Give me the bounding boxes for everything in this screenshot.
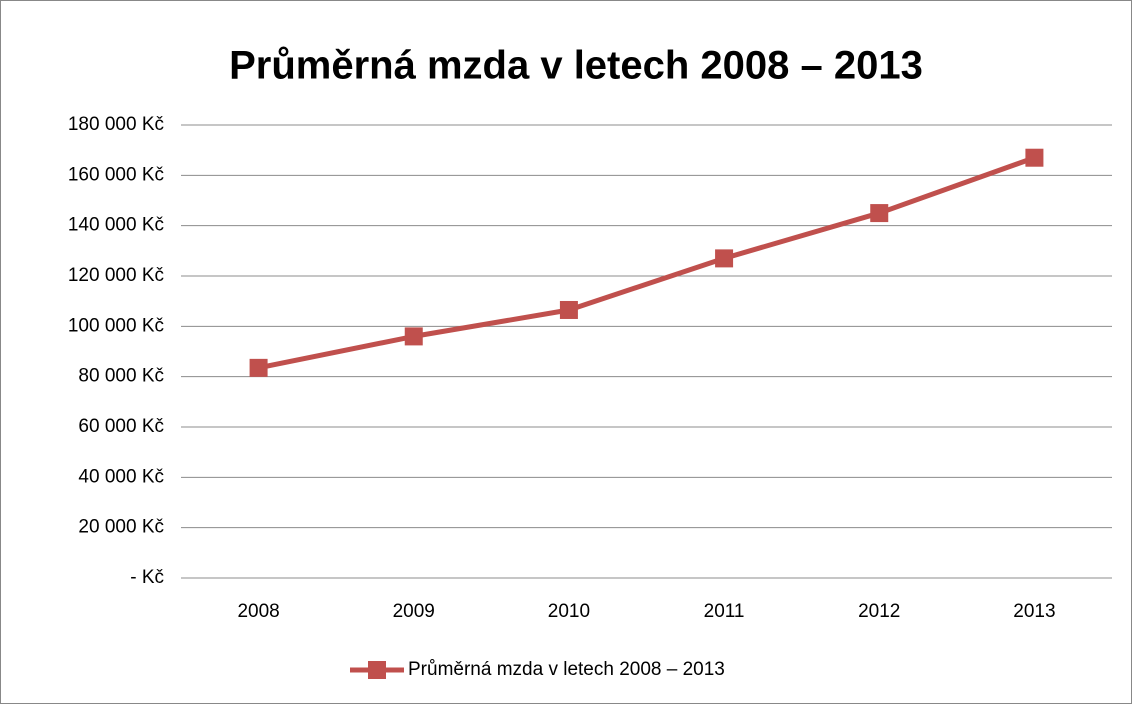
legend-marker bbox=[368, 661, 386, 679]
x-tick-label: 2013 bbox=[1013, 601, 1055, 622]
x-tick-label: 2009 bbox=[393, 601, 435, 622]
marker bbox=[559, 300, 578, 319]
y-tick-label: 40 000 Kč bbox=[78, 466, 164, 487]
y-tick-label: 180 000 Kč bbox=[68, 114, 164, 135]
marker bbox=[404, 327, 423, 346]
y-tick-label: 20 000 Kč bbox=[78, 517, 164, 538]
y-tick-label: 60 000 Kč bbox=[78, 416, 164, 437]
y-tick-label: 140 000 Kč bbox=[68, 215, 164, 236]
chart-title: Průměrná mzda v letech 2008 – 2013 bbox=[229, 44, 923, 88]
marker bbox=[870, 204, 889, 223]
x-tick-label: 2008 bbox=[237, 601, 279, 622]
y-tick-label: 80 000 Kč bbox=[78, 366, 164, 387]
y-tick-label: - Kč bbox=[130, 567, 164, 588]
line bbox=[258, 155, 1036, 371]
marker bbox=[249, 358, 268, 377]
marker bbox=[1025, 148, 1044, 167]
x-tick-label: 2011 bbox=[704, 601, 745, 622]
y-tick-label: 160 000 Kč bbox=[68, 164, 164, 185]
y-tick-label: 100 000 Kč bbox=[68, 315, 164, 336]
x-tick-label: 2010 bbox=[548, 601, 590, 622]
y-tick-label: 120 000 Kč bbox=[68, 265, 164, 286]
legend-label: Průměrná mzda v letech 2008 – 2013 bbox=[408, 659, 725, 680]
x-tick-label: 2012 bbox=[858, 601, 900, 622]
marker bbox=[715, 249, 734, 268]
